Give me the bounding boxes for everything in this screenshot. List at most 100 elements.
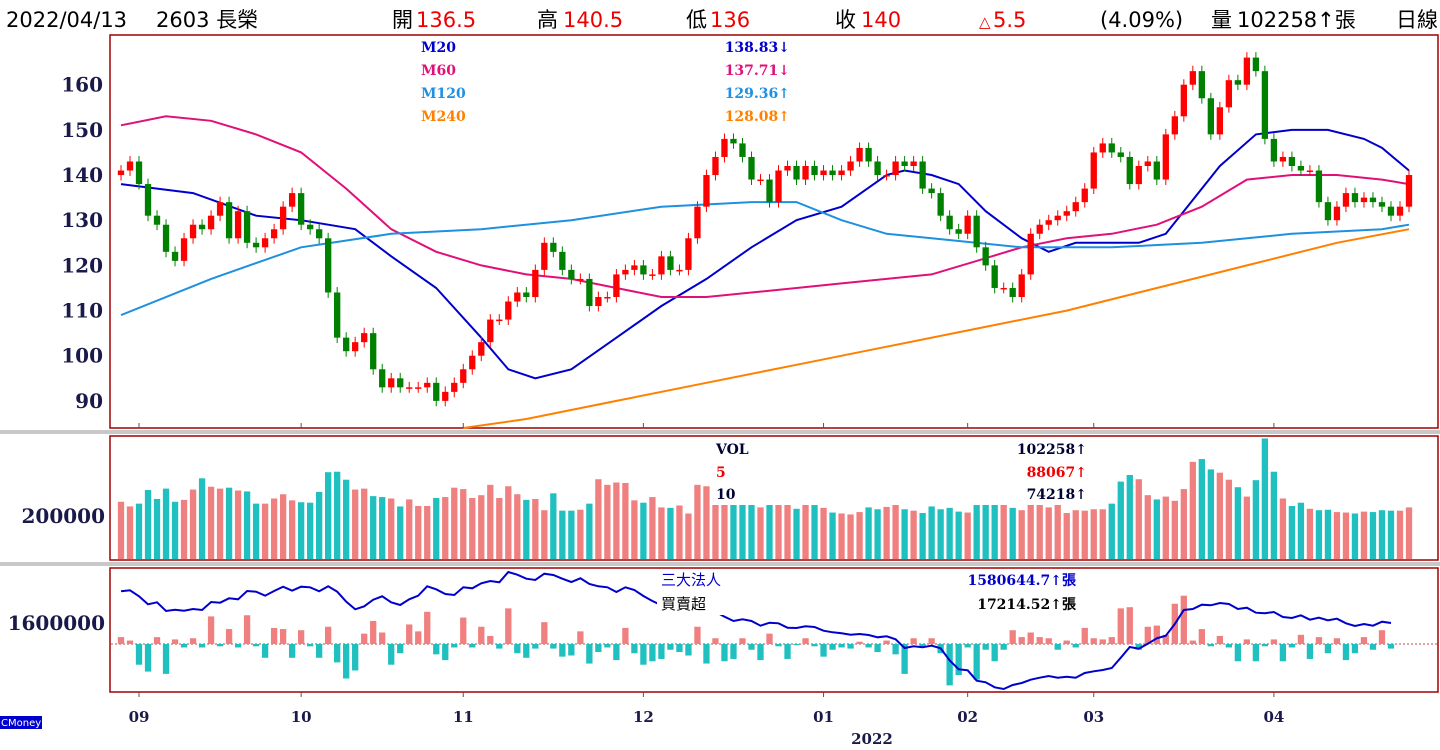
net-buy-bar xyxy=(1153,625,1160,644)
volume-bar xyxy=(1261,438,1269,559)
volume-bar xyxy=(1108,503,1115,559)
net-buy-bar xyxy=(1000,644,1007,650)
volume-bar xyxy=(162,488,170,559)
candle-body xyxy=(1027,233,1034,275)
volume-bar xyxy=(234,490,242,559)
volume-bar xyxy=(1207,469,1214,559)
net-buy-bar xyxy=(334,644,341,663)
legend-m60-name: M60 xyxy=(421,63,456,79)
x-tick-label: 01 xyxy=(813,708,834,726)
volume-bar xyxy=(856,512,863,559)
candle-body xyxy=(577,278,584,281)
net-buy-bar xyxy=(397,644,404,654)
net-buy-bar xyxy=(1234,644,1242,662)
volume-bar xyxy=(532,498,539,559)
net-buy-bar xyxy=(243,615,251,644)
candle-body xyxy=(856,147,863,162)
net-buy-bar xyxy=(532,644,539,649)
net-buy-bar xyxy=(1189,640,1196,644)
candle-body xyxy=(334,292,341,338)
volume-bar xyxy=(135,503,143,559)
net-buy-bar xyxy=(973,644,980,680)
volume-bar xyxy=(874,509,881,559)
volume-bar xyxy=(514,494,521,559)
volume-bar xyxy=(928,506,935,559)
net-buy-bar xyxy=(730,644,737,659)
candle-body xyxy=(631,265,638,270)
net-buy-bar xyxy=(1360,637,1368,644)
candle-body xyxy=(946,215,953,230)
header-change-pct: (4.09%) xyxy=(1100,8,1183,32)
candle-body xyxy=(361,333,368,343)
price-panel-frame xyxy=(109,34,1439,429)
net-buy-bar xyxy=(297,630,305,644)
y-tick-label: 140 xyxy=(61,163,103,187)
volume-bar xyxy=(802,504,809,559)
candle-body xyxy=(712,156,719,176)
candle-body xyxy=(883,175,890,177)
volume-bar xyxy=(559,510,566,559)
candle-body xyxy=(514,292,521,302)
ma-line-m20 xyxy=(120,128,1410,380)
volume-bar xyxy=(343,479,350,559)
net-buy-bar xyxy=(775,644,782,647)
candle-body xyxy=(1144,161,1151,166)
candle-body xyxy=(1342,193,1350,207)
candle-body xyxy=(748,156,755,180)
candle-body xyxy=(162,224,170,252)
volume-bar xyxy=(1342,512,1350,559)
ma-line-m240 xyxy=(463,228,1410,429)
net-buy-bar xyxy=(451,644,458,648)
net-buy-bar xyxy=(955,644,962,676)
volume-bar xyxy=(451,487,458,559)
x-tick-label: 03 xyxy=(1083,708,1104,726)
candle-body xyxy=(451,382,458,392)
institutional-marks xyxy=(111,570,1437,691)
net-buy-bar xyxy=(658,644,665,659)
volume-bar xyxy=(973,505,980,559)
candle-body xyxy=(928,188,935,194)
volume-bar xyxy=(334,471,341,559)
volume-bar xyxy=(910,510,917,559)
candle-body xyxy=(279,206,287,230)
net-buy-bar xyxy=(379,632,386,644)
candle-body xyxy=(964,215,971,234)
volume-bar xyxy=(316,491,323,559)
legend-inst-name: 三大法人 xyxy=(661,571,721,589)
volume-bar xyxy=(216,488,224,559)
volume-bar xyxy=(1288,505,1296,559)
candle-body xyxy=(982,247,989,266)
volume-bar xyxy=(225,487,233,559)
candle-body xyxy=(1072,202,1079,212)
net-buy-bar xyxy=(622,627,629,644)
candle-body xyxy=(370,333,377,370)
candle-body xyxy=(433,382,440,401)
net-buy-bar xyxy=(1081,627,1088,644)
net-buy-bar xyxy=(739,638,746,644)
candle-body xyxy=(1198,71,1205,99)
volume-bar xyxy=(946,507,953,559)
legend-net-value: 17214.52↑張 xyxy=(977,597,1077,613)
candle-body xyxy=(739,143,746,157)
candle-body xyxy=(892,161,899,176)
candle-body xyxy=(1180,84,1187,117)
volume-bar xyxy=(901,509,908,559)
net-buy-bar xyxy=(1135,644,1142,650)
candle-body xyxy=(1387,206,1395,216)
candle-body xyxy=(288,193,296,207)
volume-bar xyxy=(288,500,296,559)
net-buy-bar xyxy=(1054,644,1061,650)
net-buy-bar xyxy=(640,644,647,665)
volume-bar xyxy=(1306,508,1314,559)
net-buy-bar xyxy=(1072,644,1079,648)
volume-bar xyxy=(144,490,152,559)
net-buy-bar xyxy=(1243,639,1251,644)
legend-inst-value: 1580644.7↑張 xyxy=(967,573,1077,589)
candle-body xyxy=(1171,116,1178,135)
candle-body xyxy=(1396,206,1404,216)
legend-m60-value: 137.71↓ xyxy=(725,63,790,79)
net-buy-bar xyxy=(1108,637,1115,644)
candle-body xyxy=(189,224,197,239)
volume-bar xyxy=(1180,489,1187,559)
volume-bar xyxy=(748,497,755,559)
